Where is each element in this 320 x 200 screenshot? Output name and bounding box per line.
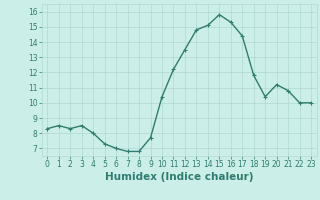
X-axis label: Humidex (Indice chaleur): Humidex (Indice chaleur) [105,172,253,182]
